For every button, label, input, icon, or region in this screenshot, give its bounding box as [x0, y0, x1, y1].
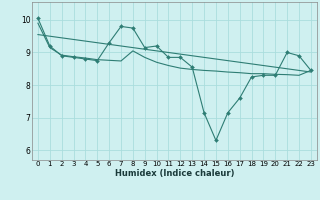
- X-axis label: Humidex (Indice chaleur): Humidex (Indice chaleur): [115, 169, 234, 178]
